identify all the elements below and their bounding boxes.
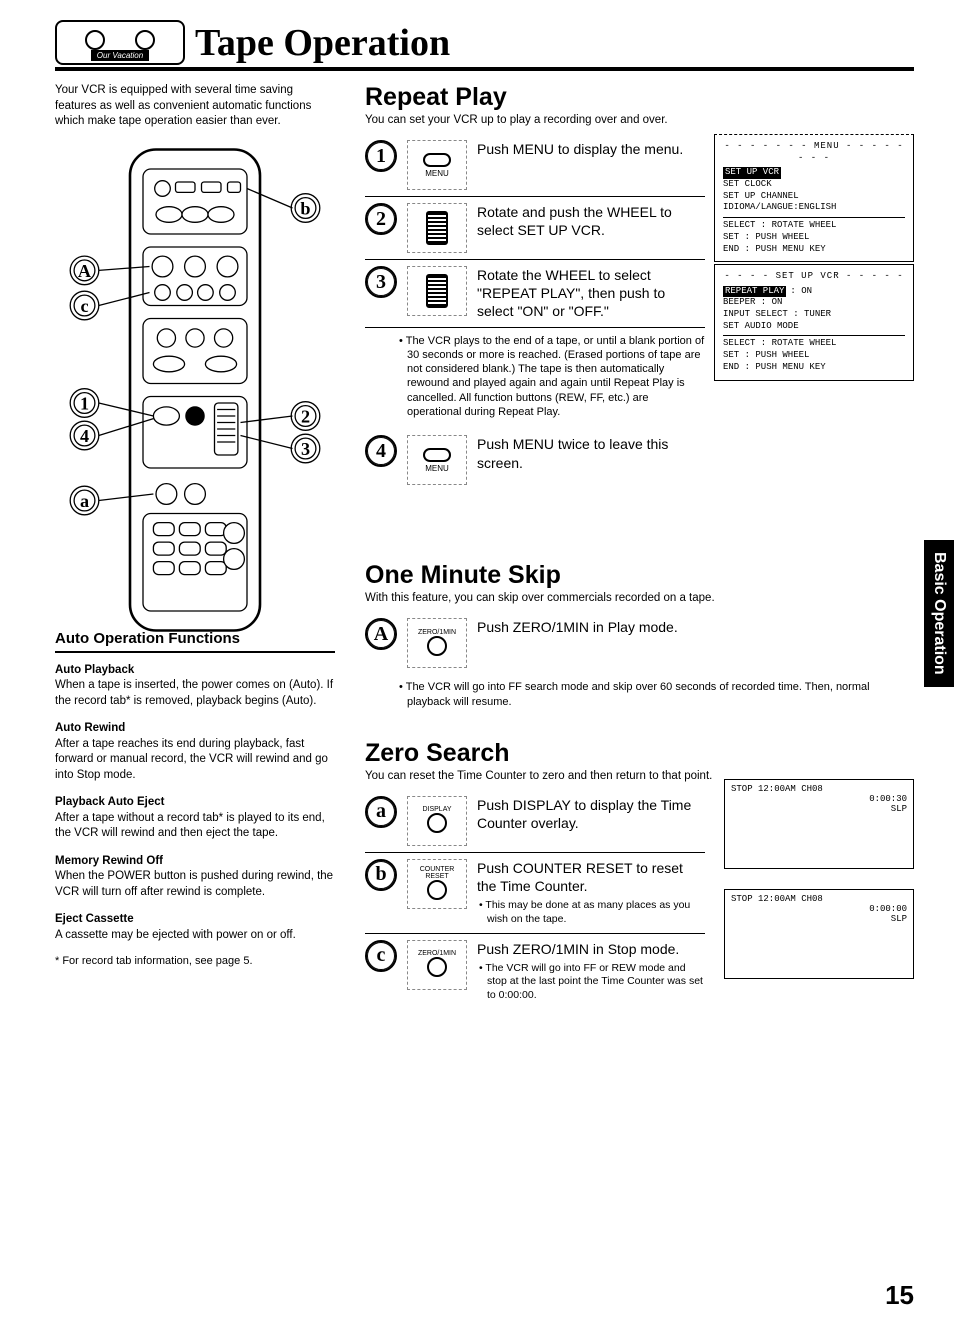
step-marker: c (365, 940, 397, 972)
step-subnote: This may be done at as many places as yo… (477, 899, 705, 926)
auto-func-body: A cassette may be ejected with power on … (55, 928, 335, 944)
tv-overlay-2: STOP 12:00AM CH08 0:00:00 SLP (724, 889, 914, 979)
svg-text:4: 4 (80, 426, 89, 446)
auto-func-body: When a tape is inserted, the power comes… (55, 678, 335, 709)
auto-func-body: After a tape reaches its end during play… (55, 737, 335, 784)
step-marker: 1 (365, 140, 397, 172)
step-text: Push COUNTER RESET to reset the Time Cou… (477, 859, 705, 927)
repeat-play-sub: You can set your VCR up to play a record… (365, 114, 914, 126)
auto-function-item: Auto PlaybackWhen a tape is inserted, th… (55, 663, 335, 710)
step-marker: a (365, 796, 397, 828)
svg-text:c: c (80, 296, 88, 316)
auto-func-title: Eject Cassette (55, 912, 335, 928)
step-button-icon: DISPLAY (407, 796, 467, 846)
step-A-text: Push ZERO/1MIN in Play mode. (477, 618, 914, 636)
step-button-icon (407, 266, 467, 316)
tv-overlay-1: STOP 12:00AM CH08 0:00:30 SLP (724, 779, 914, 869)
zero-title: Zero Search (365, 739, 914, 768)
zero-step: b COUNTER RESET Push COUNTER RESET to re… (365, 853, 705, 934)
auto-function-item: Playback Auto EjectAfter a tape without … (55, 795, 335, 842)
skip-note: The VCR will go into FF search mode and … (395, 680, 914, 709)
zero-step: a DISPLAY Push DISPLAY to display the Ti… (365, 790, 705, 853)
repeat-step: 3 Rotate the WHEEL to select "REPEAT PLA… (365, 260, 705, 328)
zero-step: c ZERO/1MIN Push ZERO/1MIN in Stop mode.… (365, 934, 705, 1009)
osd-menu: - - - - - - - MENU - - - - - - - - SET U… (714, 134, 914, 262)
cassette-icon: Our Vacation (55, 20, 185, 65)
page-number: 15 (885, 1280, 914, 1311)
svg-text:a: a (80, 491, 89, 511)
step-button-icon (407, 203, 467, 253)
repeat-step: 2 Rotate and push the WHEEL to select SE… (365, 197, 705, 260)
repeat-note: The VCR plays to the end of a tape, or u… (395, 334, 705, 420)
repeat-step: 1 MENU Push MENU to display the menu. (365, 134, 705, 197)
step-button-icon: MENU (407, 140, 467, 190)
svg-text:b: b (300, 198, 310, 218)
skip-title: One Minute Skip (365, 561, 914, 590)
svg-text:1: 1 (80, 393, 89, 413)
intro-text: Your VCR is equipped with several time s… (55, 83, 335, 130)
step-text: Push MENU twice to leave this screen. (477, 435, 705, 471)
step-text: Rotate and push the WHEEL to select SET … (477, 203, 705, 239)
auto-function-item: Eject CassetteA cassette may be ejected … (55, 912, 335, 943)
step-text: Rotate the WHEEL to select "REPEAT PLAY"… (477, 266, 705, 321)
skip-sub: With this feature, you can skip over com… (365, 592, 914, 604)
repeat-step: 4 MENU Push MENU twice to leave this scr… (365, 429, 705, 491)
step-marker: b (365, 859, 397, 891)
step-marker: 3 (365, 266, 397, 298)
auto-footnote: * For record tab information, see page 5… (55, 955, 335, 967)
auto-func-title: Memory Rewind Off (55, 854, 335, 870)
step-text: Push ZERO/1MIN in Stop mode.The VCR will… (477, 940, 705, 1003)
auto-func-title: Playback Auto Eject (55, 795, 335, 811)
step-button-icon: COUNTER RESET (407, 859, 467, 909)
remote-diagram: A c 1 4 a b 2 3 (55, 150, 335, 630)
step-subnote: The VCR will go into FF or REW mode and … (477, 962, 705, 1003)
step-marker: 4 (365, 435, 397, 467)
step-A-marker: A (365, 618, 397, 650)
auto-func-title: Auto Playback (55, 663, 335, 679)
cassette-label: Our Vacation (91, 50, 149, 61)
step-text: Push DISPLAY to display the Time Counter… (477, 796, 705, 832)
side-tab: Basic Operation (924, 540, 954, 687)
osd-setup-vcr: - - - - SET UP VCR - - - - - REPEAT PLAY… (714, 264, 914, 381)
auto-func-title: Auto Rewind (55, 721, 335, 737)
auto-function-item: Auto RewindAfter a tape reaches its end … (55, 721, 335, 783)
auto-func-body: After a tape without a record tab* is pl… (55, 811, 335, 842)
svg-text:A: A (78, 260, 91, 280)
auto-function-item: Memory Rewind OffWhen the POWER button i… (55, 854, 335, 901)
repeat-play-title: Repeat Play (365, 83, 914, 112)
step-button-icon: ZERO/1MIN (407, 940, 467, 990)
svg-text:3: 3 (301, 439, 310, 459)
step-text: Push MENU to display the menu. (477, 140, 705, 158)
step-button-icon: MENU (407, 435, 467, 485)
page-title: Tape Operation (195, 21, 450, 65)
step-marker: 2 (365, 203, 397, 235)
svg-text:2: 2 (301, 406, 310, 426)
zero1min-button-icon: ZERO/1MIN (407, 618, 467, 668)
auto-func-body: When the POWER button is pushed during r… (55, 869, 335, 900)
